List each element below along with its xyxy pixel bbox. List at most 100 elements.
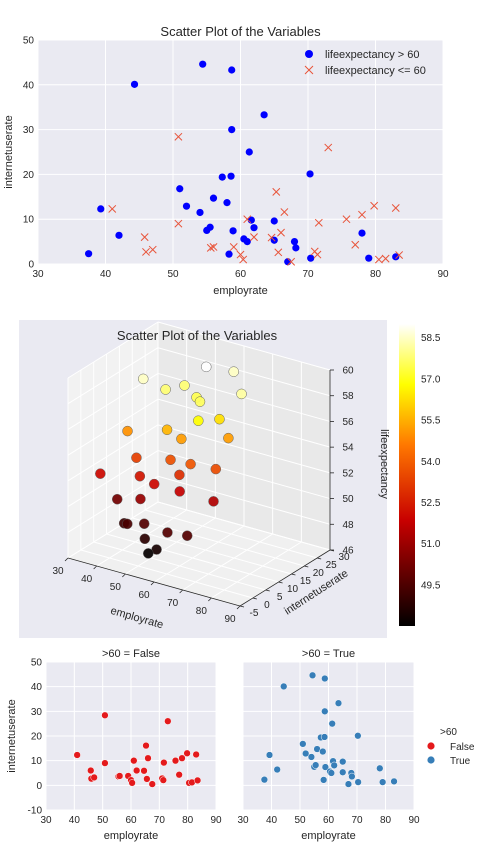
facet-x-tick-label: 70 [154,815,166,826]
point-3d [134,470,146,482]
point-3d [143,548,154,559]
x-tick-label-3d: 40 [81,574,93,585]
x-tick-3d [179,589,183,594]
point-3d [122,518,133,530]
point-lifeexp-high [199,60,207,68]
point-lifeexp-high [85,250,93,258]
facet-point [320,776,328,784]
facet-point [339,768,347,776]
facet-point [321,707,329,715]
x-tick-label: 50 [167,269,179,280]
y-tick-label-3d: 5 [277,592,283,603]
point-lifeexp-high [392,253,400,261]
point-3d [148,478,160,490]
grid-3d [67,347,159,405]
facet-point [354,778,362,786]
facet-point [140,767,148,775]
x-tick-label-3d: 80 [196,606,208,617]
point-lifeexp-low [140,233,149,242]
facet-point [308,671,317,679]
facet-point [390,777,398,786]
x-tick-label-3d: 50 [110,582,122,593]
facet-point [328,720,336,728]
point-lifeexp-low [267,233,276,242]
y-tick-3d [278,581,283,584]
point-lifeexp-high [196,208,204,217]
facet-x-tick-label: 60 [323,815,335,826]
y-tick-3d [291,573,296,576]
y-tick-label: 40 [23,80,35,91]
point-3d [194,396,206,407]
facet-point [376,764,384,772]
facet-x-axis-label: employrate [104,830,158,842]
point-3d [162,527,173,538]
point-lifeexp-low [174,132,183,141]
facet-point [307,753,316,761]
facet-legend-label-false: False [450,742,475,753]
grid-3d [67,321,159,379]
point-lifeexp-low [324,143,333,152]
scatter-points [85,60,404,266]
facet-point [130,757,138,765]
facet-point [159,776,167,784]
facet-point [348,772,356,781]
facet-y-tick-label: 20 [31,732,43,743]
z-tick-label-3d: 60 [342,366,354,377]
grid-3d [157,450,331,500]
facet-point [354,732,362,740]
colorbar-tick-label: 54.0 [421,457,441,468]
point-3d [165,454,176,466]
point-lifeexp-low [351,240,360,249]
point-3d [174,469,185,481]
grid-3d [157,424,331,474]
colorbar [399,324,415,626]
point-3d [228,366,239,377]
grid-3d [157,501,331,551]
point-lifeexp-low [391,204,400,212]
point-3d [236,388,247,400]
point-lifeexp-low [209,243,218,251]
x-tick-3d [64,557,69,562]
x-tick-label: 90 [437,269,449,280]
x-tick-3d [208,597,212,602]
facet-legend-label-true: True [450,756,471,767]
grid-3d [157,321,331,371]
point-3d [179,380,190,391]
x-tick-label: 80 [370,269,382,280]
point-lifeexp-low [381,254,390,263]
facet-point [302,749,310,758]
point-lifeexp-high [229,227,237,235]
facet-x-tick-label: 90 [210,815,222,826]
facet-x-tick-label: 70 [351,815,363,826]
point-3d [161,424,173,436]
facet-y-tick-label: 10 [31,756,43,767]
point-lifeexp-low [272,187,281,196]
y-tick-label: 0 [28,260,34,271]
facet-point [160,758,168,767]
x-tick-label: 30 [32,269,44,280]
y-tick-label-3d: 0 [264,600,270,611]
facet-x-tick-label: 50 [294,815,306,826]
facet-point [280,682,288,691]
grid-3d [93,541,266,591]
x-tick-3d [236,605,241,610]
legend-label-low: lifeexpectancy <= 60 [325,65,426,77]
point-lifeexp-high [292,244,300,252]
point-lifeexp-high [228,126,236,134]
facet-point [175,771,183,779]
point-lifeexp-high [182,202,191,210]
facet-point [265,751,274,759]
legend-marker-high [305,50,313,58]
x-tick-3d [150,581,155,586]
facet-point [142,741,150,750]
facet-point [133,766,141,775]
chart-title: Scatter Plot of the Variables [160,24,321,39]
x-tick-label-3d: 90 [224,614,236,625]
grid-3d [157,475,331,525]
point-3d [210,463,222,475]
point-lifeexp-high [260,111,268,119]
y-tick-3d [265,589,270,592]
y-tick-label-3d: 15 [300,576,312,587]
point-3d [122,425,133,437]
